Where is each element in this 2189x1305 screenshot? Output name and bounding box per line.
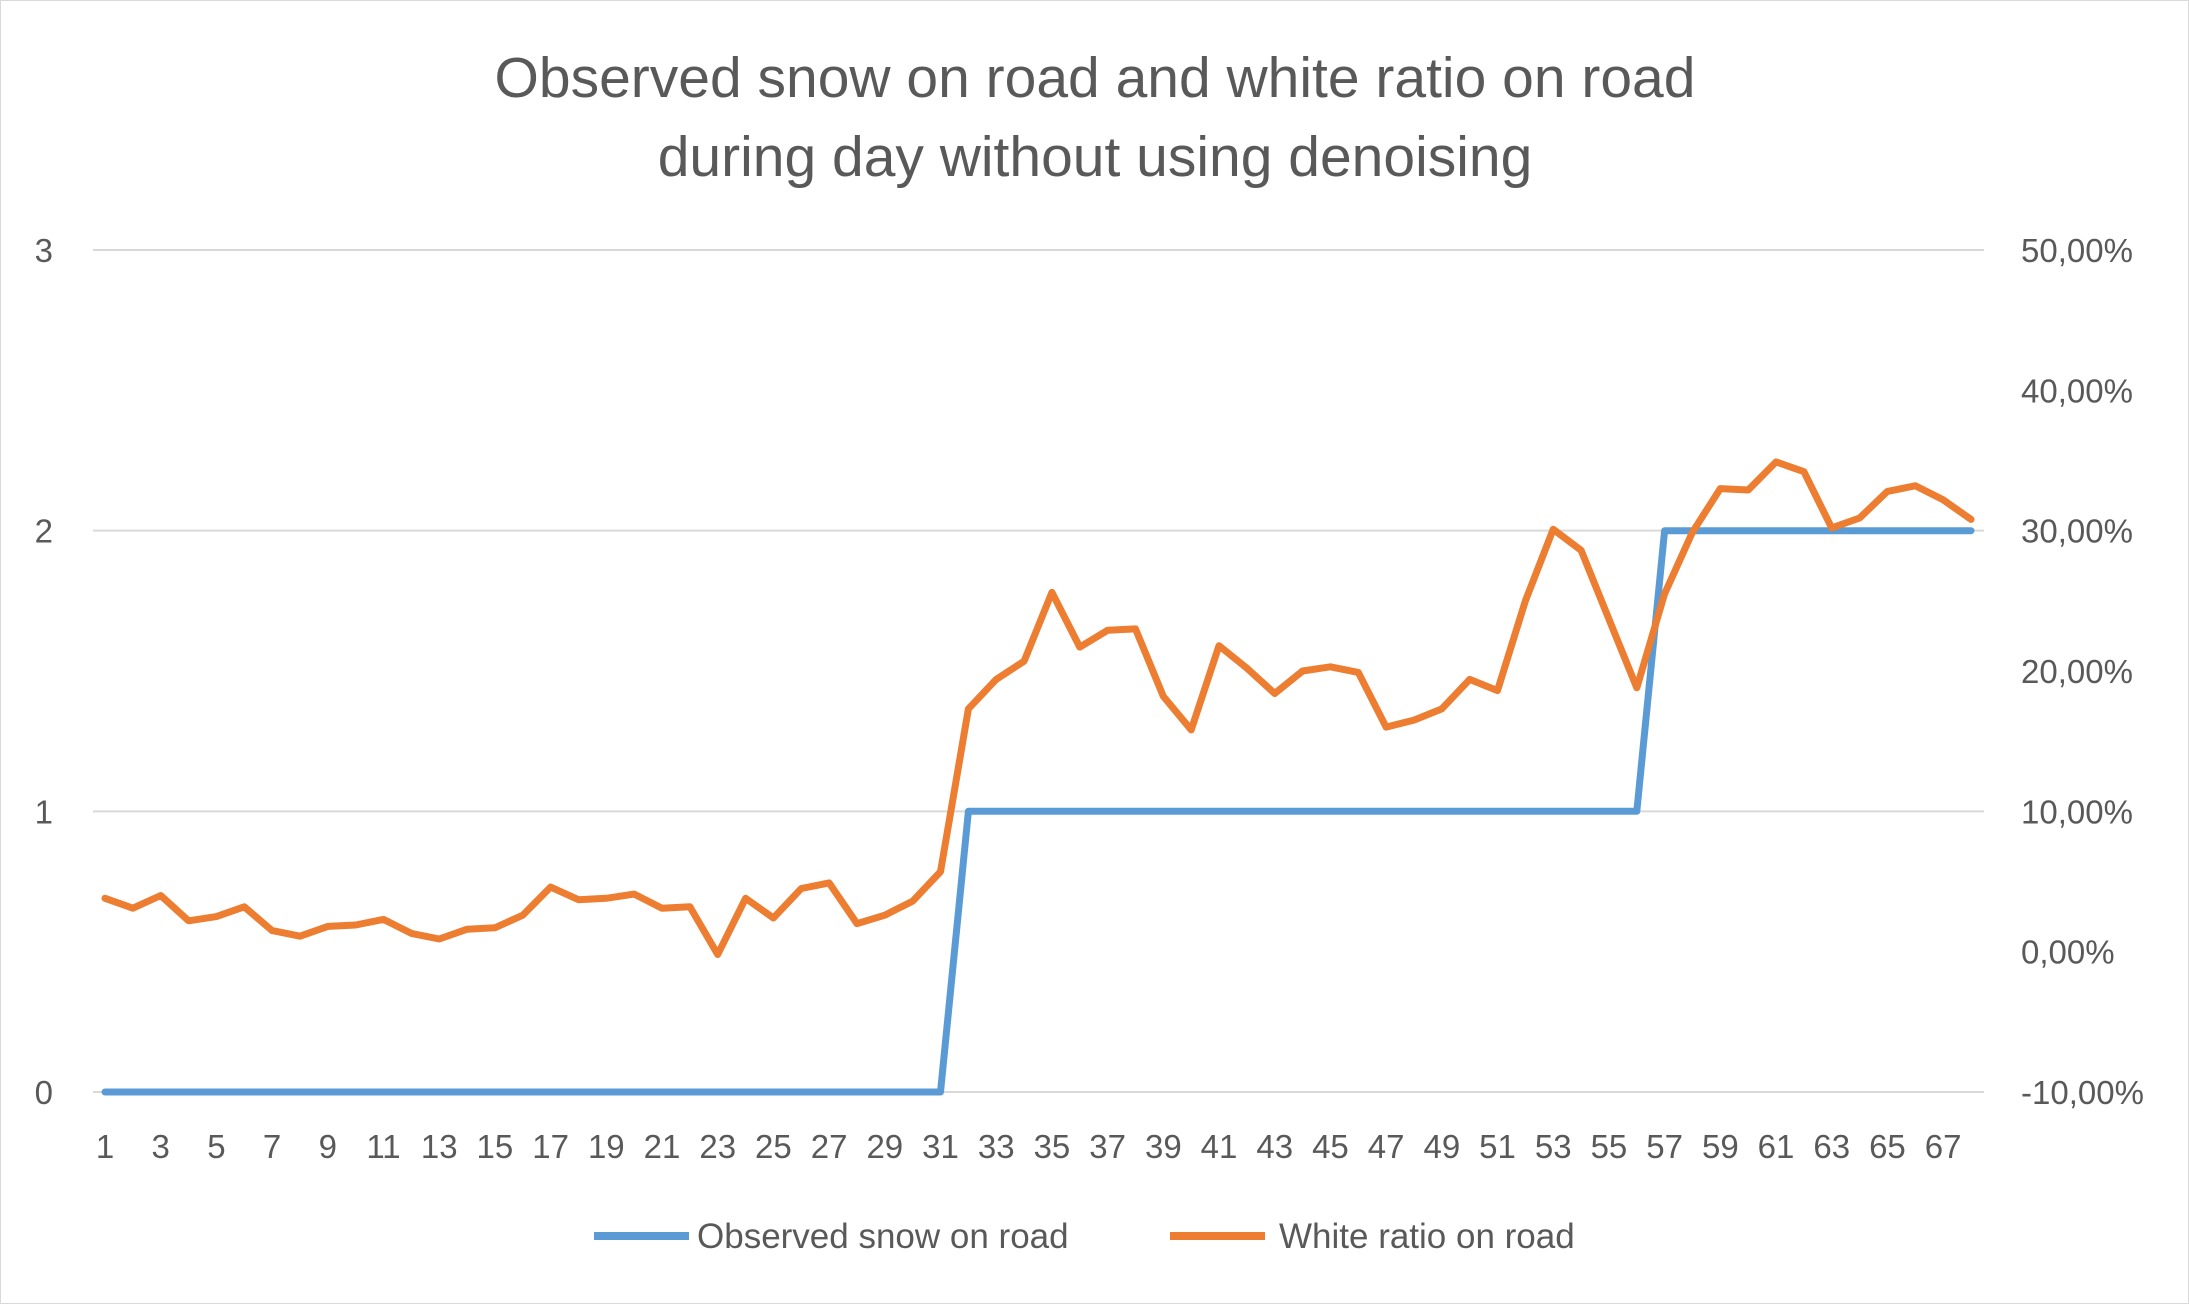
x-tick-label: 63 bbox=[1813, 1128, 1850, 1165]
right-tick-label: 10,00% bbox=[2021, 793, 2133, 830]
x-tick-label: 57 bbox=[1646, 1128, 1683, 1165]
right-tick-label: 50,00% bbox=[2021, 232, 2133, 269]
x-tick-label: 51 bbox=[1479, 1128, 1516, 1165]
right-tick-label: 0,00% bbox=[2021, 934, 2115, 971]
x-tick-label: 29 bbox=[866, 1128, 903, 1165]
x-axis: 1 3 5 7 9 11 13 15 17 19 21 23 25 27 29 31 33 35 37 39 41 43 4… bbox=[96, 1128, 1962, 1165]
x-tick-label: 59 bbox=[1702, 1128, 1739, 1165]
x-tick-label: 39 bbox=[1145, 1128, 1182, 1165]
legend-label-observed-snow: Observed snow on road bbox=[697, 1217, 1069, 1256]
x-tick-label: 33 bbox=[978, 1128, 1015, 1165]
right-tick-label: -10,00% bbox=[2021, 1074, 2144, 1111]
chart-title-line-1: Observed snow on road and white ratio on… bbox=[495, 46, 1696, 110]
x-tick-label: 43 bbox=[1256, 1128, 1293, 1165]
x-tick-label: 37 bbox=[1089, 1128, 1126, 1165]
x-tick-label: 21 bbox=[644, 1128, 681, 1165]
x-tick-label: 61 bbox=[1758, 1128, 1795, 1165]
left-tick-label: 1 bbox=[35, 793, 53, 830]
x-tick-label: 45 bbox=[1312, 1128, 1349, 1165]
left-tick-label: 3 bbox=[35, 232, 53, 269]
x-tick-label: 31 bbox=[922, 1128, 959, 1165]
left-tick-label: 0 bbox=[35, 1074, 53, 1111]
x-tick-label: 53 bbox=[1535, 1128, 1572, 1165]
series-line-observed-snow bbox=[101, 527, 1975, 1096]
x-tick-label: 67 bbox=[1925, 1128, 1962, 1165]
series-line-white-ratio bbox=[101, 458, 1975, 958]
x-tick-label: 7 bbox=[263, 1128, 281, 1165]
x-tick-label: 17 bbox=[532, 1128, 569, 1165]
legend: Observed snow on road White ratio on roa… bbox=[594, 1217, 1575, 1256]
right-tick-label: 40,00% bbox=[2021, 372, 2133, 409]
right-tick-label: 20,00% bbox=[2021, 653, 2133, 690]
x-tick-label: 15 bbox=[477, 1128, 514, 1165]
x-tick-label: 35 bbox=[1034, 1128, 1071, 1165]
x-tick-label: 41 bbox=[1201, 1128, 1238, 1165]
right-tick-label: 30,00% bbox=[2021, 513, 2133, 550]
left-tick-label: 2 bbox=[35, 513, 53, 550]
right-y-axis: -10,00% 0,00% 10,00% 20,00% 30,00% 40,00% 50,0… bbox=[2021, 232, 2144, 1111]
x-tick-label: 5 bbox=[207, 1128, 225, 1165]
x-tick-label: 11 bbox=[366, 1128, 400, 1165]
x-tick-label: 27 bbox=[811, 1128, 848, 1165]
x-tick-label: 19 bbox=[588, 1128, 625, 1165]
x-tick-label: 9 bbox=[319, 1128, 337, 1165]
gridlines bbox=[93, 249, 1984, 1093]
series-lines bbox=[101, 458, 1975, 1096]
legend-label-white-ratio: White ratio on road bbox=[1279, 1217, 1575, 1256]
x-tick-label: 65 bbox=[1869, 1128, 1906, 1165]
x-tick-label: 49 bbox=[1423, 1128, 1460, 1165]
x-tick-label: 23 bbox=[699, 1128, 736, 1165]
chart-title-line-2: during day without using denoising bbox=[658, 125, 1533, 189]
x-tick-label: 25 bbox=[755, 1128, 792, 1165]
left-y-axis: 0 1 2 3 bbox=[35, 232, 53, 1111]
x-tick-label: 55 bbox=[1591, 1128, 1628, 1165]
x-tick-label: 3 bbox=[152, 1128, 170, 1165]
chart-title: Observed snow on road and white ratio on… bbox=[495, 46, 1696, 189]
x-tick-label: 47 bbox=[1368, 1128, 1405, 1165]
x-tick-label: 13 bbox=[421, 1128, 458, 1165]
x-tick-label: 1 bbox=[96, 1128, 114, 1165]
